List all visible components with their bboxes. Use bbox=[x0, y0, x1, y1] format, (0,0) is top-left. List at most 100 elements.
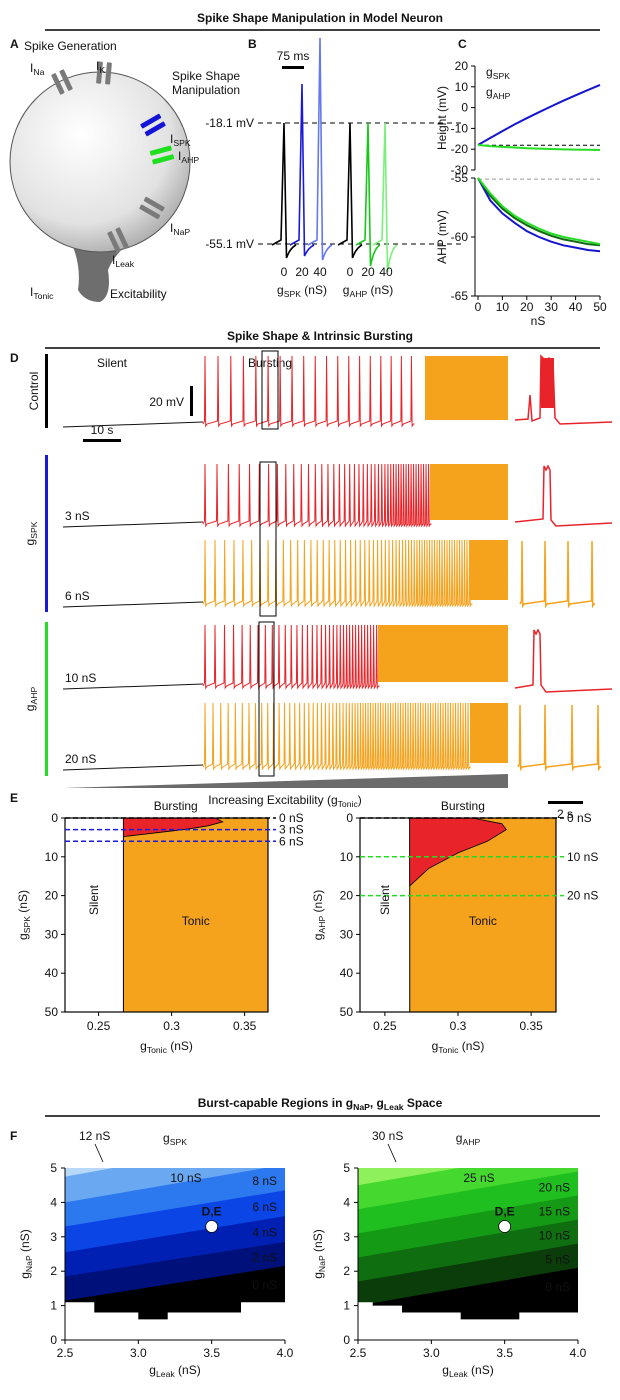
subscript: Na bbox=[33, 67, 44, 77]
spike-train bbox=[517, 704, 601, 772]
y-tick-label: 30 bbox=[45, 927, 59, 941]
inset-burst bbox=[541, 358, 554, 408]
level-label: 3 nS bbox=[279, 823, 304, 837]
section-title: Spike Shape & Intrinsic Bursting bbox=[227, 329, 413, 343]
subscript: AHP bbox=[29, 687, 39, 705]
subscript: AHP bbox=[349, 289, 367, 299]
tonic-block bbox=[378, 625, 508, 682]
y-axis-label: gNaP (nS) bbox=[18, 1229, 34, 1278]
group-bar bbox=[45, 455, 48, 612]
text-part: , g bbox=[370, 1096, 384, 1110]
zoom-box bbox=[258, 621, 275, 777]
scale-bar-label: 75 ms bbox=[277, 49, 310, 63]
current-label: INaP bbox=[170, 221, 190, 237]
heatmap bbox=[65, 1168, 285, 1340]
text-part: g bbox=[163, 1131, 170, 1145]
subscript: AHP bbox=[462, 1137, 480, 1147]
y-tick-label: 40 bbox=[340, 966, 354, 980]
y-tick-label: 5 bbox=[343, 1161, 350, 1175]
silent-region bbox=[65, 818, 124, 1012]
text-part: Increasing Excitability (g bbox=[208, 793, 337, 807]
zoom-box bbox=[261, 350, 279, 430]
axis-label: Increasing Excitability (gTonic) bbox=[208, 793, 362, 809]
band-label: 10 nS bbox=[539, 1228, 570, 1242]
tonic-block bbox=[430, 464, 508, 520]
subscript: NaP bbox=[24, 1255, 34, 1272]
band-label: 20 nS bbox=[539, 1180, 570, 1194]
ion-channel bbox=[107, 231, 121, 253]
ion-channel bbox=[51, 73, 65, 95]
text-part: g bbox=[149, 1363, 156, 1377]
x-tick-label: 2.5 bbox=[350, 1346, 367, 1360]
row-label: 6 nS bbox=[65, 589, 90, 603]
x-axis-label: nS bbox=[531, 314, 546, 328]
ion-channel bbox=[96, 61, 103, 84]
ion-channel bbox=[59, 69, 73, 91]
band-label: 6 nS bbox=[252, 1200, 277, 1214]
ion-channel bbox=[140, 113, 162, 129]
marker-label: D,E bbox=[202, 1204, 222, 1218]
x-tick-label: 0.25 bbox=[87, 1019, 111, 1033]
spike-trace bbox=[372, 122, 398, 273]
neuron-soma bbox=[9, 71, 191, 253]
text-part: g bbox=[432, 1039, 439, 1053]
current-label: IK bbox=[96, 59, 105, 75]
text-part: g bbox=[23, 539, 37, 546]
subscript: NaP bbox=[317, 1255, 327, 1272]
axis-label: gSPK (nS) bbox=[277, 283, 327, 299]
excitability-wedge bbox=[63, 774, 508, 788]
zoom-box bbox=[259, 461, 277, 617]
tonic-process bbox=[68, 236, 138, 302]
row-label: 3 nS bbox=[65, 509, 90, 523]
section-title: Spike Shape Manipulation in Model Neuron bbox=[197, 11, 443, 25]
x-axis-label: gTonic (nS) bbox=[432, 1039, 485, 1055]
level-label: 0 nS bbox=[567, 811, 592, 825]
band-label: 5 nS bbox=[545, 1253, 570, 1267]
scale-bar bbox=[282, 66, 304, 69]
band-label: 25 nS bbox=[463, 1171, 494, 1185]
subscript: Leak bbox=[449, 1369, 468, 1379]
x-tick-label: 0 bbox=[281, 265, 288, 279]
text-part: I bbox=[96, 59, 99, 73]
text-part: (nS) bbox=[175, 1363, 201, 1377]
x-tick-label: 4.0 bbox=[570, 1346, 587, 1360]
subscript: SPK bbox=[493, 71, 511, 81]
region-label: Tonic bbox=[182, 914, 210, 928]
band-label: 8 nS bbox=[252, 1174, 277, 1188]
y-axis-label: AHP (mV) bbox=[435, 210, 449, 264]
y-tick-label: 50 bbox=[340, 1005, 354, 1019]
subscript: Leak bbox=[384, 1102, 404, 1112]
subscript: Leak bbox=[156, 1369, 175, 1379]
text-part: g bbox=[311, 934, 325, 941]
current-label: INa bbox=[30, 61, 45, 77]
x-tick-label: 4.0 bbox=[277, 1346, 294, 1360]
x-tick-label: 0.25 bbox=[373, 1019, 397, 1033]
text-part: g bbox=[140, 1039, 147, 1053]
legend-entry: gAHP bbox=[486, 85, 511, 101]
text-part: Burst-capable Regions in g bbox=[198, 1096, 353, 1110]
y-tick-label: 40 bbox=[45, 966, 59, 980]
group-label: gSPK bbox=[23, 521, 39, 545]
text-part: (nS) bbox=[468, 1363, 494, 1377]
subscript: AHP bbox=[181, 155, 199, 165]
y-tick-label: -30 bbox=[451, 163, 469, 177]
x-tick-label: 20 bbox=[361, 265, 375, 279]
text-part: g bbox=[16, 933, 30, 940]
scale-bar-label: 20 mV bbox=[149, 395, 184, 409]
y-tick-label: 2 bbox=[50, 1264, 57, 1278]
group-bar bbox=[45, 354, 48, 428]
subscript: SPK bbox=[173, 138, 191, 148]
text-part: (nS) bbox=[16, 890, 30, 916]
y-tick-label: 0 bbox=[343, 1333, 350, 1347]
spike-trace bbox=[355, 122, 381, 267]
x-tick-label: 0.3 bbox=[450, 1019, 467, 1033]
silent-trace bbox=[62, 601, 204, 608]
y-tick-label: 1 bbox=[343, 1299, 350, 1313]
subscript: K bbox=[99, 65, 105, 75]
data-line bbox=[477, 177, 601, 246]
text-part: (nS) bbox=[167, 1039, 193, 1053]
silent-region bbox=[360, 818, 410, 1012]
data-line bbox=[477, 177, 601, 253]
y-tick-label: 50 bbox=[45, 1005, 59, 1019]
